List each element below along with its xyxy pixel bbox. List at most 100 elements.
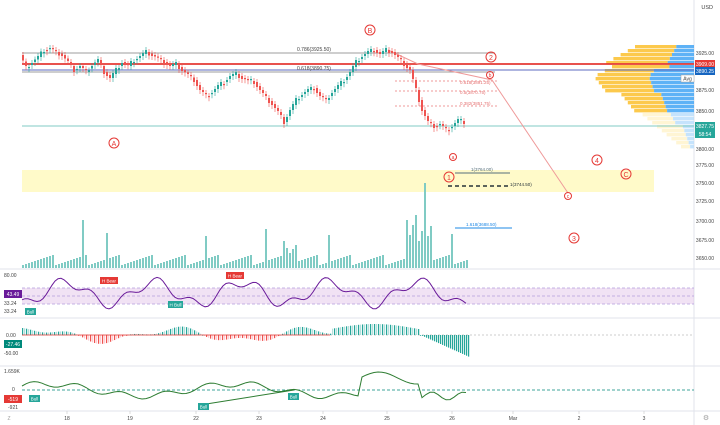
macd-histogram-bar [446, 335, 448, 347]
volume-bar [130, 262, 132, 268]
macd-histogram-bar [412, 327, 414, 335]
macd-histogram-bar [158, 333, 160, 335]
obv-line [21, 371, 467, 401]
macd-histogram-bar [234, 335, 236, 339]
volume-bar [229, 262, 231, 268]
macd-histogram-bar [404, 326, 406, 335]
candle-body [295, 98, 297, 105]
volume-bar [373, 258, 375, 268]
volume-bar [109, 258, 111, 268]
volume-profile-row [674, 49, 694, 53]
macd-histogram-bar [230, 335, 232, 339]
macd-histogram-bar [86, 335, 88, 340]
wave-label-a[interactable]: a [449, 153, 457, 162]
macd-histogram-bar [122, 335, 124, 337]
macd-histogram-bar [260, 335, 262, 341]
macd-histogram-bar [460, 335, 462, 353]
macd-histogram-bar [216, 335, 218, 341]
candle-body [439, 124, 441, 126]
macd-histogram-bar [134, 333, 136, 335]
svg-text:C: C [623, 172, 628, 179]
volume-bar [148, 256, 150, 268]
macd-histogram-bar [60, 331, 62, 335]
volume-profile-row [667, 61, 694, 65]
wave-label-b[interactable]: b [486, 71, 494, 80]
rsi-tag-hbear-1[interactable]: H Bear [100, 277, 118, 284]
macd-histogram-bar [180, 326, 182, 335]
volume-bar [181, 256, 183, 268]
rsi-tag-bull[interactable]: Bull [25, 308, 36, 315]
volume-bar [157, 264, 159, 268]
macd-histogram-bar [324, 332, 326, 335]
candle-body [277, 108, 279, 111]
macd-histogram-bar [72, 332, 74, 335]
candle-body [328, 98, 330, 100]
volume-bar [40, 259, 42, 268]
wave-label-C[interactable]: C [620, 168, 632, 180]
wave-label-B[interactable]: B [364, 24, 376, 36]
wave-label-c[interactable]: c [564, 192, 572, 201]
macd-histogram-bar [182, 326, 184, 335]
fib-label-1-a: 1(3764.00) [471, 167, 493, 172]
candle-body [82, 66, 84, 68]
time-axis-label: 19 [127, 416, 133, 422]
volume-bar [85, 255, 87, 268]
volume-profile-row [675, 121, 694, 125]
candle-body [313, 89, 315, 91]
macd-histogram-bar [444, 335, 446, 346]
volume-bar [175, 258, 177, 268]
wave-label-4[interactable]: 4 [591, 154, 603, 166]
svg-text:H Bear: H Bear [102, 279, 117, 284]
wave-label-3[interactable]: 3 [568, 232, 580, 244]
macd-histogram-bar [120, 335, 122, 338]
volume-bar [376, 257, 378, 268]
macd-histogram-bar [282, 333, 284, 335]
candle-body [160, 58, 162, 60]
macd-histogram-bar [436, 335, 438, 343]
svg-text:H Bear: H Bear [228, 274, 243, 279]
macd-histogram-bar [24, 328, 26, 335]
macd-histogram-bar [40, 332, 42, 335]
volume-bar [94, 263, 96, 268]
candle-body [352, 66, 354, 72]
candle-body [175, 62, 177, 65]
macd-histogram-bar [292, 328, 294, 335]
candle-body [40, 51, 42, 57]
candle-body [385, 48, 387, 52]
time-axis[interactable]: 18 19 22 23 24 25 26 Mar 2 3 [64, 411, 646, 422]
volume-bar [247, 256, 249, 268]
wave-label-A[interactable]: A [108, 137, 120, 149]
settings-icon[interactable]: ⚙ [703, 414, 709, 422]
rsi-tag-hbear-2[interactable]: H Bear [226, 272, 244, 279]
obv-tag-bull-1[interactable]: Bull [29, 395, 40, 402]
macd-histogram-bar [116, 335, 118, 340]
macd-histogram-bar [426, 335, 428, 338]
candle-body [163, 60, 165, 64]
wave-label-1[interactable]: 1 [443, 171, 455, 183]
volume-bar [337, 259, 339, 268]
macd-histogram-bar [338, 327, 340, 335]
macd-histogram-bar [74, 333, 76, 335]
macd-histogram-bar [394, 325, 396, 335]
candle-body [280, 112, 282, 115]
volume-bar [133, 261, 135, 268]
candle-body [199, 85, 201, 90]
macd-histogram-bar [298, 327, 300, 335]
candle-body [343, 82, 345, 84]
rsi-tag-hbull[interactable]: H Bull [168, 301, 183, 308]
obv-tag-bull-3[interactable]: Bull [288, 393, 299, 400]
obv-tag-bull-2[interactable]: Bull [198, 403, 209, 410]
candle-body [157, 56, 159, 58]
macd-histogram-bar [440, 335, 442, 344]
macd-histogram-bar [468, 335, 470, 357]
volume-bar [457, 263, 459, 268]
volume-profile-row [667, 109, 694, 113]
macd-histogram-bar [290, 329, 292, 335]
wave-label-2[interactable]: 2 [485, 51, 497, 63]
volume-bar [379, 256, 381, 268]
volume-profile-row [676, 141, 689, 145]
candle-body [34, 59, 36, 62]
price-axis[interactable]: 3925.00 3875.00 3850.00 3800.00 3775.00 3750.… [696, 51, 714, 262]
macd-histogram-bar [64, 331, 66, 335]
